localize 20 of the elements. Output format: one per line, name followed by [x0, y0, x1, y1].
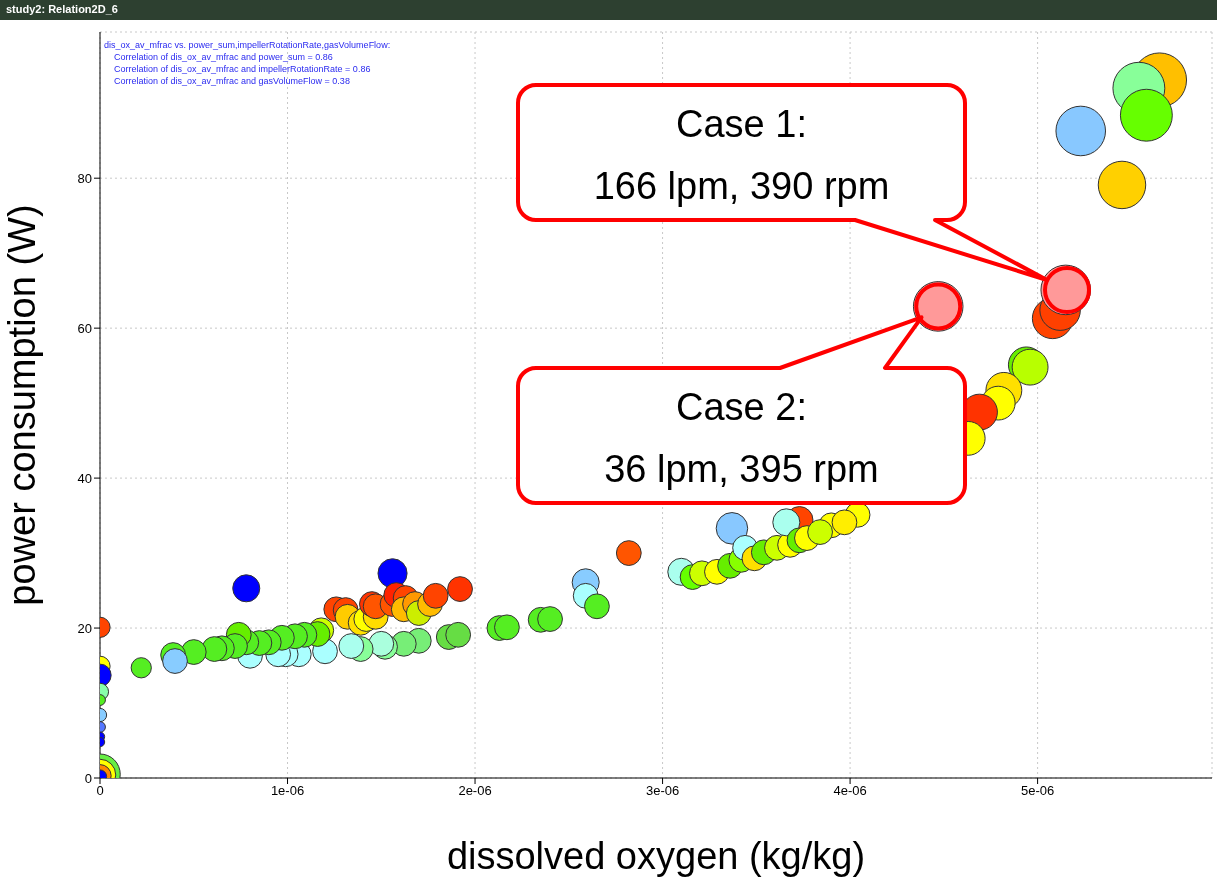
x-tick-label: 4e-06: [833, 783, 867, 799]
annotation: Case 2: 36 lpm, 395 rpm: [604, 386, 879, 490]
annotation: Correlation of dis_ox_av_mfrac and gasVolumeFlow = 0.38: [113, 75, 351, 87]
x-tick-label: 2e-06: [458, 783, 492, 799]
x-axis-title: dissolved oxygen (kg/kg): [446, 835, 866, 877]
y-tick-label: 0: [84, 770, 92, 786]
y-tick-label: 20: [77, 620, 92, 636]
x-tick-label: 3e-06: [645, 783, 680, 799]
y-tick-label: 60: [77, 320, 92, 336]
x-tick-label: 1e-06: [270, 783, 305, 799]
annotation: dis_ox_av_mfrac vs. power_sum,impellerRotationRate,gasVolumeFlow:: [104, 39, 391, 51]
x-tick-label: 0: [96, 783, 104, 799]
annotation: Correlation of dis_ox_av_mfrac and power_sum = 0.86: [113, 51, 334, 63]
y-axis-title: power consumption (W): [1, 204, 44, 606]
y-tick-label: 80: [77, 170, 92, 186]
annotation: Correlation of dis_ox_av_mfrac and impellerRotationRate = 0.86: [113, 63, 372, 75]
x-tick-label: 5e-06: [1020, 783, 1055, 799]
chart-title: study2: Relation2D_6: [0, 0, 1217, 20]
annotation: Case 1: 166 lpm, 390 rpm: [593, 103, 890, 207]
y-tick-label: 40: [77, 470, 92, 486]
